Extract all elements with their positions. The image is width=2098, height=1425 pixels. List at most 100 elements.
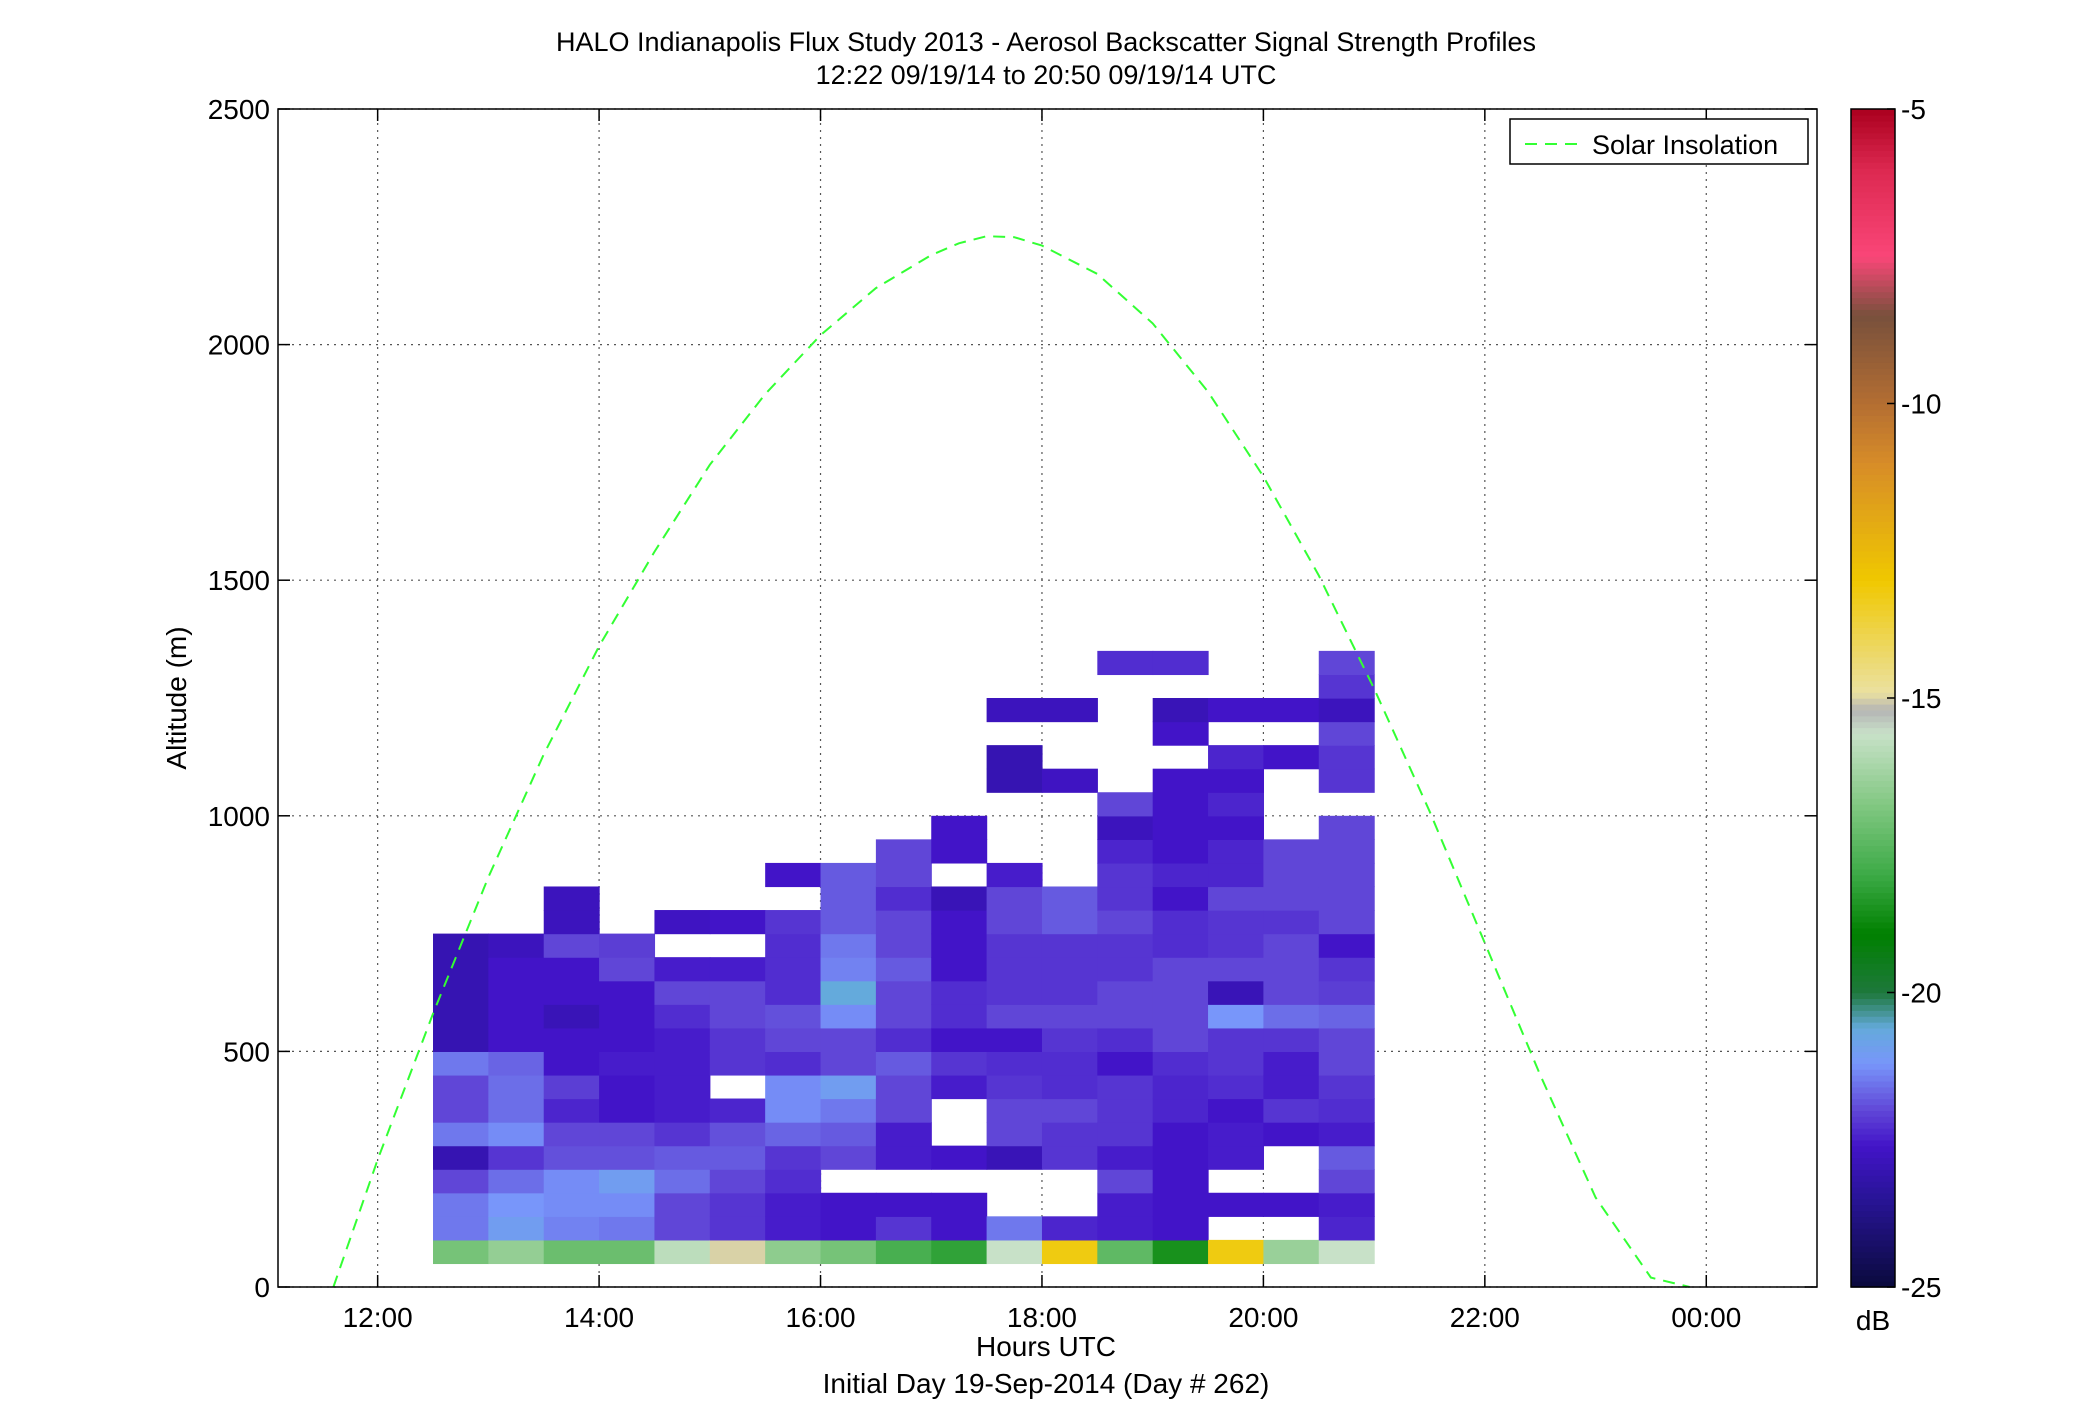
heatmap-cell (820, 1122, 877, 1147)
colorbar-segment (1851, 509, 1895, 517)
colorbar-segment (1851, 662, 1895, 670)
colorbar-segment (1851, 538, 1895, 546)
colorbar-segment (1851, 491, 1895, 499)
colorbar-segment (1851, 756, 1895, 764)
heatmap-cell (543, 910, 600, 935)
heatmap-cell (875, 1074, 932, 1100)
heatmap-cell (931, 933, 988, 958)
heatmap-cell (765, 1004, 822, 1029)
heatmap-cell (1041, 768, 1098, 793)
colorbar-segment (1851, 332, 1895, 340)
colorbar-segment (1851, 945, 1895, 952)
colorbar-segment (1851, 1228, 1895, 1235)
heatmap-cell (1208, 1122, 1265, 1147)
colorbar-segment (1851, 374, 1895, 381)
heatmap-cell (1318, 674, 1375, 699)
heatmap-cell (709, 1098, 766, 1123)
heatmap-cell (765, 1145, 822, 1170)
heatmap-cell (1097, 933, 1154, 958)
heatmap-cell (543, 1239, 600, 1265)
heatmap-cell (820, 1051, 877, 1076)
heatmap-cell (931, 886, 988, 911)
heatmap-cell (1152, 1051, 1209, 1076)
heatmap-cell (1041, 1145, 1098, 1170)
heatmap-cell (488, 1098, 545, 1123)
heatmap-cell (1041, 1239, 1098, 1265)
heatmap-cell (765, 1169, 822, 1194)
heatmap-cell (986, 957, 1043, 982)
colorbar-segment (1851, 226, 1895, 234)
colorbar-segment (1851, 804, 1895, 811)
heatmap-cell (1263, 698, 1320, 723)
heatmap-cell (654, 1122, 711, 1147)
heatmap-cell (1263, 1027, 1320, 1052)
colorbar-segment (1851, 1245, 1895, 1253)
heatmap-cell (1097, 862, 1154, 888)
heatmap-cell (1318, 815, 1375, 840)
heatmap-cell (1152, 815, 1209, 840)
heatmap-cell (1208, 698, 1265, 723)
heatmap-cell (709, 1122, 766, 1147)
colorbar-segment (1851, 1157, 1895, 1165)
colorbar-segment (1851, 497, 1895, 505)
colorbar-segment (1851, 1169, 1895, 1176)
colorbar-segment (1851, 839, 1895, 846)
heatmap-cell (765, 1192, 822, 1217)
colorbar-segment (1851, 238, 1895, 246)
heatmap-cell (1263, 1004, 1320, 1029)
heatmap-cell (1208, 839, 1265, 864)
heatmap-cell (765, 910, 822, 935)
heatmap-cell (931, 1074, 988, 1100)
heatmap-cell (599, 1027, 656, 1052)
heatmap-cell (488, 1004, 545, 1029)
heatmap-cell (875, 886, 932, 911)
colorbar-segment (1851, 120, 1895, 128)
colorbar-segment (1851, 232, 1895, 240)
colorbar-segment (1851, 586, 1895, 593)
heatmap-cell (1041, 1004, 1098, 1029)
heatmap-cell (986, 933, 1043, 958)
heatmap-cell (654, 1169, 711, 1194)
heatmap-cell (1097, 1192, 1154, 1217)
heatmap-cell (599, 1074, 656, 1100)
heatmap-cell (1041, 957, 1098, 982)
heatmap-cell (1097, 1145, 1154, 1170)
heatmap-cell (433, 1192, 489, 1217)
x-axis-sublabel: Initial Day 19-Sep-2014 (Day # 262) (823, 1368, 1270, 1399)
colorbar-segment (1851, 544, 1895, 552)
heatmap-cell (1263, 839, 1320, 864)
heatmap-cell (433, 1216, 489, 1241)
heatmap-cell (1318, 768, 1375, 793)
colorbar-segment (1851, 138, 1895, 146)
heatmap-cell (765, 957, 822, 982)
heatmap-cell (543, 1169, 600, 1194)
x-tick-label: 16:00 (785, 1302, 855, 1333)
heatmap-cell (1208, 980, 1265, 1005)
colorbar-segment (1851, 220, 1895, 228)
heatmap-cell (820, 1098, 877, 1123)
colorbar-segment (1851, 1098, 1895, 1106)
colorbar-segment (1851, 244, 1895, 252)
colorbar-segment (1851, 444, 1895, 452)
heatmap-cell (820, 1074, 877, 1100)
heatmap-cell (1097, 980, 1154, 1005)
heatmap-cell (1041, 698, 1098, 723)
colorbar-segment (1851, 639, 1895, 646)
heatmap-cell (1152, 698, 1209, 723)
y-axis-label: Altitude (m) (161, 626, 192, 769)
colorbar-segment (1851, 109, 1895, 116)
heatmap-cell (488, 1051, 545, 1076)
colorbar-segment (1851, 1180, 1895, 1188)
heatmap-cell (433, 957, 489, 982)
heatmap-cell (765, 1216, 822, 1241)
colorbar-segment (1851, 503, 1895, 511)
heatmap-cell (1263, 745, 1320, 770)
colorbar-segment (1851, 415, 1895, 422)
heatmap-cell (1152, 1145, 1209, 1170)
heatmap-cell (986, 886, 1043, 911)
heatmap-cell (1318, 745, 1375, 770)
colorbar-segment (1851, 615, 1895, 623)
heatmap-cell (1318, 1169, 1375, 1194)
colorbar-segment (1851, 668, 1895, 676)
heatmap-cell (1152, 886, 1209, 911)
